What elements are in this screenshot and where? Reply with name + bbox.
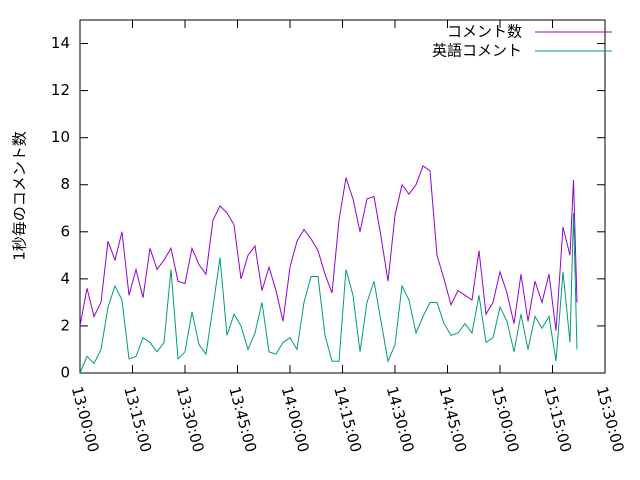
y-tick-label: 8 — [60, 175, 70, 193]
y-tick-label: 4 — [60, 269, 70, 287]
x-tick-label: 13:00:00 — [68, 385, 103, 455]
x-tick-label: 13:30:00 — [173, 385, 208, 455]
x-tick-label: 14:00:00 — [278, 385, 313, 455]
series-line — [79, 165, 578, 331]
x-tick-label: 13:45:00 — [225, 385, 260, 455]
y-axis-label: 1秒毎のコメント数 — [11, 131, 29, 261]
y-tick-label: 14 — [51, 34, 70, 52]
x-tick-label: 14:30:00 — [383, 385, 418, 455]
x-tick-label: 14:15:00 — [330, 385, 365, 455]
series-line — [79, 212, 578, 374]
x-tick-label: 15:15:00 — [540, 385, 575, 455]
y-tick-label: 12 — [51, 81, 70, 99]
x-tick-label: 13:15:00 — [120, 385, 155, 455]
x-tick-label: 15:00:00 — [488, 385, 523, 455]
legend-label: コメント数 — [447, 23, 522, 41]
legend-label: 英語コメント — [432, 42, 522, 60]
x-tick-label: 14:45:00 — [435, 385, 470, 455]
y-tick-label: 2 — [60, 316, 70, 334]
y-tick-label: 6 — [60, 222, 70, 240]
y-tick-label: 0 — [60, 364, 70, 382]
x-tick-label: 15:30:00 — [593, 385, 628, 455]
y-tick-label: 10 — [51, 128, 70, 146]
